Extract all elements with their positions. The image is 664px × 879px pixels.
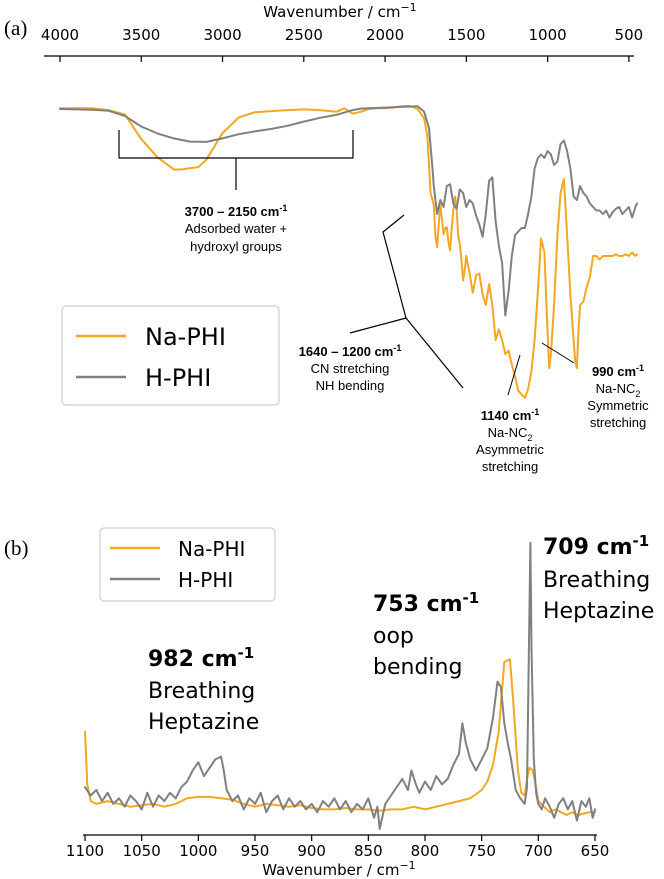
annotation-3700-2150-heading: 3700 – 2150 cm-1 bbox=[185, 203, 288, 219]
annotation-982-line-2: Heptazine bbox=[148, 710, 259, 735]
panel-a-tick-label-1000: 1000 bbox=[529, 26, 567, 44]
panel-a-series-na-phi bbox=[59, 104, 638, 399]
panel-b-legend: Na-PHI H-PHI bbox=[99, 527, 276, 602]
panel-a-tick-label-3500: 3500 bbox=[122, 26, 160, 44]
panel-a: (a) Wavenumber / cm−1 4000 3500 3000 2500 20… bbox=[4, 1, 649, 474]
bracket-1640-1200 bbox=[382, 214, 464, 389]
annotation-982-heading: 982 cm-1 bbox=[148, 644, 254, 672]
annotation-753-line-2: bending bbox=[373, 655, 462, 680]
annotation-982-line-1: Breathing bbox=[148, 679, 255, 704]
annotation-1140-heading: 1140 cm-1 bbox=[481, 407, 540, 423]
annotation-1640-1200-heading: 1640 – 1200 cm-1 bbox=[299, 343, 402, 359]
panel-b-series bbox=[84, 541, 596, 830]
panel-a-legend-label-na-phi: Na-PHI bbox=[145, 323, 226, 351]
annotation-1140-line-1: Na-NC2 bbox=[488, 425, 533, 443]
panel-a-tick-label-500: 500 bbox=[615, 26, 644, 44]
panel-a-legend-box bbox=[61, 305, 280, 406]
panel-b-tick-label-700: 700 bbox=[524, 842, 553, 860]
panel-b-ticks: 1100 1050 1000 950 900 850 800 750 700 650 bbox=[66, 835, 609, 860]
panel-b-tick-label-650: 650 bbox=[581, 842, 610, 860]
panel-a-tick-label-1500: 1500 bbox=[447, 26, 485, 44]
panel-a-legend: Na-PHI H-PHI bbox=[61, 305, 280, 406]
bracket-1640-1200-pointer bbox=[349, 317, 407, 334]
pointer-1140 bbox=[507, 354, 521, 396]
panel-a-tick-label-2000: 2000 bbox=[366, 26, 404, 44]
panel-b-tick-label-800: 800 bbox=[411, 842, 440, 860]
panel-b-tick-label-950: 950 bbox=[241, 842, 270, 860]
panel-b-tick-label-1000: 1000 bbox=[179, 842, 217, 860]
annotation-1640-1200-line-1: CN stretching bbox=[311, 361, 390, 376]
panel-a-series bbox=[59, 104, 638, 399]
panel-b-label: (b) bbox=[4, 536, 29, 560]
annotation-709-line-1: Breathing bbox=[543, 568, 650, 593]
panel-a-label: (a) bbox=[4, 16, 27, 40]
panel-b-tick-label-850: 850 bbox=[354, 842, 383, 860]
panel-b-legend-label-h-phi: H-PHI bbox=[178, 568, 233, 592]
panel-a-legend-label-h-phi: H-PHI bbox=[145, 364, 211, 392]
annotation-3700-2150-line-2: hydroxyl groups bbox=[190, 239, 282, 254]
panel-a-tick-label-2500: 2500 bbox=[285, 26, 323, 44]
annotation-1140-line-2: Asymmetric bbox=[476, 442, 544, 457]
panel-a-xlabel: Wavenumber / cm−1 bbox=[263, 1, 416, 21]
panel-b-xlabel: Wavenumber / cm−1 bbox=[262, 859, 415, 879]
annotation-753-heading: 753 cm-1 bbox=[373, 589, 479, 617]
panel-b-series-h-phi bbox=[84, 541, 596, 830]
annotation-990-line-3: stretching bbox=[590, 415, 646, 430]
panel-b-legend-box bbox=[99, 527, 276, 602]
panel-a-ticks: 4000 3500 3000 2500 2000 1500 1000 500 bbox=[41, 26, 643, 62]
annotation-990-heading: 990 cm-1 bbox=[592, 363, 644, 379]
annotation-753-line-1: oop bbox=[373, 624, 414, 649]
annotation-990-line-2: Symmetric bbox=[587, 398, 649, 413]
annotation-1640-1200-line-2: NH bending bbox=[316, 378, 385, 393]
panel-b-tick-label-1100: 1100 bbox=[66, 842, 104, 860]
panel-a-tick-label-3000: 3000 bbox=[203, 26, 241, 44]
bracket-3700-2150 bbox=[118, 130, 354, 190]
pointer-990 bbox=[541, 342, 575, 364]
panel-b-tick-label-1050: 1050 bbox=[123, 842, 161, 860]
annotation-709-line-2: Heptazine bbox=[543, 599, 654, 624]
panel-b-legend-label-na-phi: Na-PHI bbox=[178, 537, 245, 561]
annotation-990-line-1: Na-NC2 bbox=[596, 381, 641, 399]
panel-b-tick-label-900: 900 bbox=[297, 842, 326, 860]
panel-b: (b) 1100 1050 1000 950 900 850 800 750 700 650 Wa… bbox=[4, 527, 654, 879]
annotation-709-heading: 709 cm-1 bbox=[543, 532, 649, 560]
panel-a-series-h-phi bbox=[59, 105, 638, 317]
annotation-3700-2150-line-1: Adsorbed water + bbox=[185, 221, 287, 236]
panel-b-tick-label-750: 750 bbox=[467, 842, 496, 860]
panel-a-tick-label-4000: 4000 bbox=[41, 26, 79, 44]
annotation-1140-line-3: stretching bbox=[482, 459, 538, 474]
